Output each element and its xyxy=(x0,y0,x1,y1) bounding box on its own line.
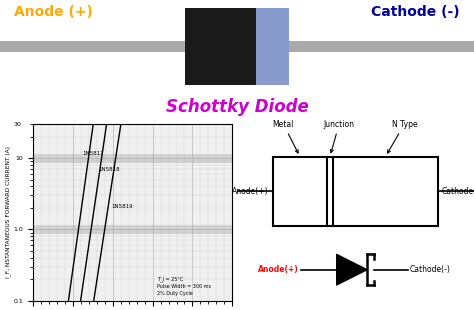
Text: 30: 30 xyxy=(13,122,21,126)
Text: Anode(+): Anode(+) xyxy=(258,265,299,274)
Text: Cathode(-): Cathode(-) xyxy=(410,265,451,274)
Text: T_J = 25°C
Pulse Width = 300 ms
2% Duty Cycle: T_J = 25°C Pulse Width = 300 ms 2% Duty … xyxy=(156,277,210,296)
Text: Anode(+): Anode(+) xyxy=(232,187,269,196)
Text: N Type: N Type xyxy=(388,120,417,153)
Bar xyxy=(33,154,232,163)
Text: 1N5819: 1N5819 xyxy=(111,204,133,209)
Polygon shape xyxy=(337,254,367,285)
Bar xyxy=(273,157,438,226)
Text: Junction: Junction xyxy=(324,120,355,153)
Bar xyxy=(289,41,474,52)
Text: Cathode (-): Cathode (-) xyxy=(371,5,460,19)
Bar xyxy=(0,41,185,52)
Bar xyxy=(33,225,232,234)
Bar xyxy=(256,8,289,85)
Text: Metal: Metal xyxy=(273,120,298,153)
Y-axis label: I_F, NSTANTANEOUS FORWARD CURRENT (A): I_F, NSTANTANEOUS FORWARD CURRENT (A) xyxy=(5,146,11,278)
Text: 1N5817: 1N5817 xyxy=(82,151,104,156)
Bar xyxy=(185,8,289,85)
Text: Schottky Diode: Schottky Diode xyxy=(165,98,309,116)
Text: 1N5818: 1N5818 xyxy=(99,167,120,172)
Text: Anode (+): Anode (+) xyxy=(14,5,93,19)
Text: Cathode(-): Cathode(-) xyxy=(442,187,474,196)
